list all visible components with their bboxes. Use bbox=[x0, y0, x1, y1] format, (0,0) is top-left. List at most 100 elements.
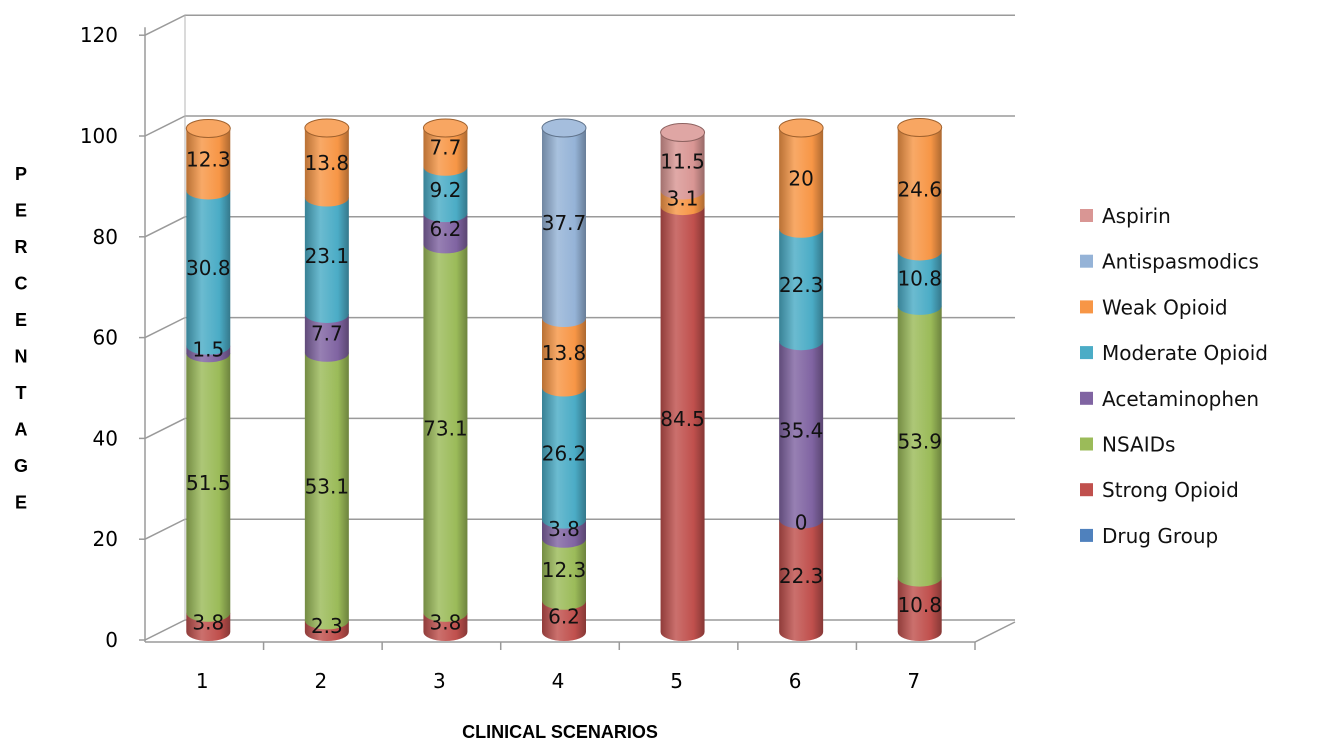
bar-segment-moderate-opioid bbox=[542, 387, 586, 529]
data-label: 51.5 bbox=[186, 471, 231, 495]
bar-segment-nsaids bbox=[186, 353, 231, 622]
bar-segment-aspirin bbox=[660, 132, 705, 200]
y-tick-label: 120 bbox=[80, 23, 118, 47]
data-label: 30.8 bbox=[186, 256, 231, 280]
bar-segment-antispasmodics bbox=[542, 128, 586, 328]
bar-segment-weak-opioid bbox=[779, 128, 824, 238]
x-tick-label: 1 bbox=[196, 669, 209, 693]
y-axis-title-letter: N bbox=[15, 347, 28, 367]
bar-top-cap bbox=[778, 118, 824, 138]
bar-segment-moderate-opioid bbox=[423, 166, 468, 223]
data-label: 11.5 bbox=[660, 150, 705, 174]
y-tick-label: 40 bbox=[93, 426, 118, 450]
bar-segment-strong-opioid bbox=[897, 577, 942, 641]
data-label: 3.8 bbox=[192, 610, 224, 634]
y-axis-title-letter: A bbox=[15, 420, 28, 440]
legend-swatch bbox=[1080, 528, 1093, 542]
bar-segment-acetaminophen bbox=[304, 313, 349, 362]
legend: Aspirin Antispasmodics Weak Opioid Moderate… bbox=[1080, 204, 1268, 548]
bars bbox=[185, 117, 943, 641]
bar-top-cap bbox=[660, 123, 706, 143]
data-label: 22.3 bbox=[779, 273, 824, 297]
y-tick-label: 80 bbox=[93, 225, 118, 249]
legend-swatch bbox=[1080, 483, 1093, 497]
bar-segment-strong-opioid bbox=[542, 600, 586, 641]
data-label: 13.8 bbox=[305, 151, 350, 175]
bar-segment-weak-opioid bbox=[186, 128, 231, 200]
y-axis-title-letter: T bbox=[16, 383, 27, 403]
data-label: 6.2 bbox=[548, 604, 580, 628]
bar-segment-acetaminophen bbox=[779, 341, 824, 529]
y-axis-title-letter: R bbox=[15, 237, 28, 257]
data-label: 0 bbox=[795, 511, 808, 535]
data-label: 3.8 bbox=[548, 517, 580, 541]
bar-top-cap bbox=[541, 118, 587, 138]
data-label: 73.1 bbox=[423, 417, 468, 441]
bar-segment-weak-opioid bbox=[897, 127, 942, 261]
data-label: 7.7 bbox=[311, 321, 343, 345]
y-tick-label: 20 bbox=[93, 527, 118, 551]
bar-segment-weak-opioid bbox=[423, 128, 468, 176]
legend-label: Weak Opioid bbox=[1102, 295, 1228, 319]
data-label: 12.3 bbox=[186, 148, 231, 172]
legend-label: Aspirin bbox=[1102, 204, 1171, 228]
legend-label: Drug Group bbox=[1102, 524, 1218, 548]
bar-segment-weak-opioid bbox=[304, 128, 349, 207]
data-label: 26.2 bbox=[542, 442, 587, 466]
x-tick-label: 7 bbox=[907, 669, 920, 693]
data-label: 53.1 bbox=[305, 475, 350, 499]
data-label: 10.8 bbox=[897, 267, 942, 291]
data-label: 13.8 bbox=[542, 341, 587, 365]
x-axis-ticks: 1 2 3 4 5 6 7 bbox=[196, 642, 976, 693]
bar-top-cap bbox=[422, 118, 468, 138]
x-tick-label: 5 bbox=[670, 669, 683, 693]
data-label: 35.4 bbox=[779, 418, 824, 442]
data-label: 53.9 bbox=[897, 430, 942, 454]
bar-segment-moderate-opioid bbox=[304, 197, 349, 323]
data-label: 10.8 bbox=[897, 593, 942, 617]
gridline bbox=[144, 14, 1015, 36]
x-tick-label: 4 bbox=[552, 669, 565, 693]
legend-swatch bbox=[1080, 346, 1093, 360]
x-tick-label: 6 bbox=[789, 669, 802, 693]
legend-label: Strong Opioid bbox=[1102, 478, 1239, 502]
legend-label: NSAIDs bbox=[1102, 433, 1175, 457]
data-label: 6.2 bbox=[430, 217, 462, 241]
y-axis-title-letter: E bbox=[15, 201, 27, 221]
data-label: 3.8 bbox=[430, 610, 462, 634]
bar-segment-nsaids bbox=[423, 244, 468, 622]
x-axis-title: CLINICAL SCENARIOS bbox=[462, 722, 658, 742]
data-label: 23.1 bbox=[305, 244, 350, 268]
bar-top-cap bbox=[185, 119, 231, 139]
y-axis-ticks: 0 20 40 60 80 100 120 bbox=[80, 23, 145, 652]
y-tick-label: 100 bbox=[80, 124, 118, 148]
legend-swatch bbox=[1080, 300, 1093, 314]
bar-segment-strong-opioid bbox=[779, 519, 824, 641]
y-axis-title-letter: E bbox=[15, 493, 27, 513]
legend-swatch bbox=[1080, 437, 1093, 451]
y-axis-title-letter: P bbox=[15, 164, 27, 184]
data-label: 9.2 bbox=[430, 178, 462, 202]
x-tick-label: 3 bbox=[433, 669, 446, 693]
legend-swatch bbox=[1080, 209, 1093, 222]
y-axis-title-letter: E bbox=[15, 310, 27, 330]
bar-segment-nsaids bbox=[542, 538, 586, 610]
legend-swatch bbox=[1080, 254, 1093, 268]
y-tick-label: 60 bbox=[93, 326, 118, 350]
bar-segment-moderate-opioid bbox=[897, 251, 942, 315]
y-axis-title-letter: C bbox=[15, 274, 28, 294]
data-labels: 3.8 51.5 1.5 30.8 12.3 2.3 53.1 7.7 23.1 13.8 3.8 7… bbox=[186, 135, 942, 638]
data-label: 7.7 bbox=[430, 135, 462, 159]
y-axis-title-letter: G bbox=[14, 456, 28, 476]
data-label: 22.3 bbox=[779, 564, 824, 588]
x-tick-label: 2 bbox=[314, 669, 327, 693]
data-label: 2.3 bbox=[311, 614, 343, 638]
bar-segment-moderate-opioid bbox=[186, 190, 231, 355]
bar-top-cap bbox=[304, 118, 350, 138]
data-label: 12.3 bbox=[542, 558, 587, 582]
data-label: 24.6 bbox=[897, 177, 942, 201]
data-label: 1.5 bbox=[192, 338, 224, 362]
